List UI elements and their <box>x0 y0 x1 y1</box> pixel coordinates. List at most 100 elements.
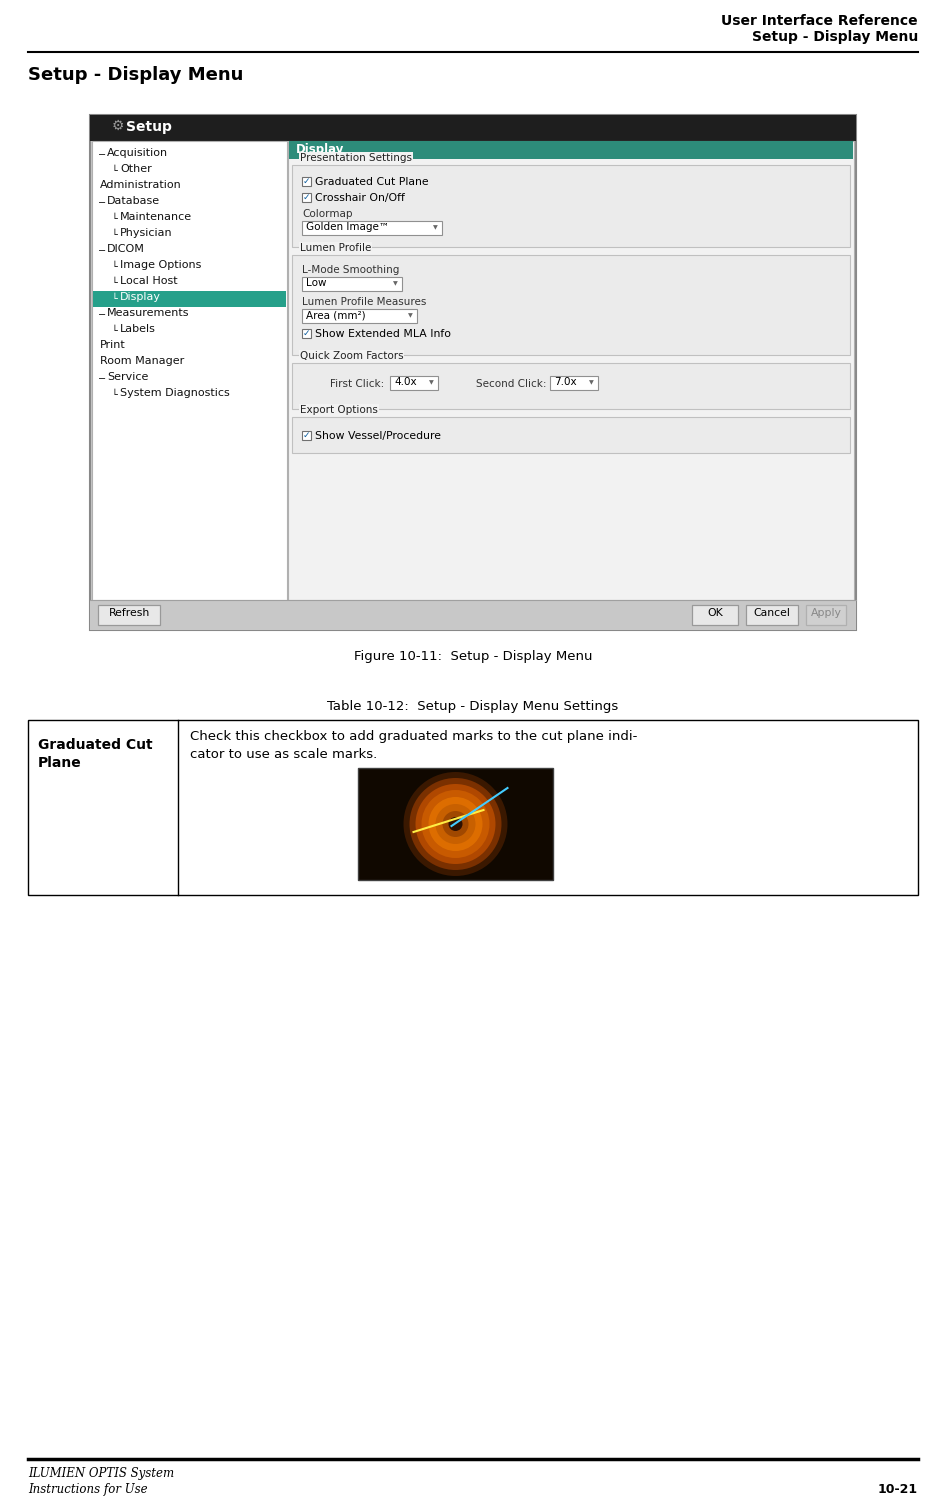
Text: └: └ <box>111 278 117 288</box>
Text: OK: OK <box>707 608 723 619</box>
Text: Acquisition: Acquisition <box>107 148 168 158</box>
Text: ILUMIEN OPTIS System: ILUMIEN OPTIS System <box>28 1467 174 1480</box>
Circle shape <box>410 779 501 871</box>
Text: Database: Database <box>107 196 160 207</box>
Text: Cancel: Cancel <box>754 608 791 619</box>
Text: ▼: ▼ <box>393 282 397 287</box>
Bar <box>90 115 856 629</box>
Bar <box>746 605 798 625</box>
Text: Setup: Setup <box>126 121 172 134</box>
Text: User Interface Reference: User Interface Reference <box>722 14 918 29</box>
Text: DICOM: DICOM <box>107 244 145 254</box>
Bar <box>302 309 417 323</box>
Text: Area (mm²): Area (mm²) <box>306 309 365 320</box>
Bar <box>28 720 918 895</box>
Text: Show Vessel/Procedure: Show Vessel/Procedure <box>315 432 441 441</box>
Text: ▼: ▼ <box>408 314 412 318</box>
Text: −: − <box>98 149 106 160</box>
Text: ⚙: ⚙ <box>112 119 125 133</box>
Text: Colormap: Colormap <box>302 210 353 219</box>
Bar <box>292 255 850 355</box>
Text: Plane: Plane <box>38 756 81 770</box>
Text: └: └ <box>111 214 117 223</box>
Circle shape <box>443 810 468 837</box>
Text: −: − <box>98 309 106 320</box>
Text: Display: Display <box>120 293 161 302</box>
Text: Graduated Cut: Graduated Cut <box>38 738 152 751</box>
Text: 10-21: 10-21 <box>878 1483 918 1495</box>
Text: ✓: ✓ <box>303 193 310 202</box>
Text: Service: Service <box>107 373 149 382</box>
Bar <box>292 364 850 409</box>
Text: Display: Display <box>296 143 344 155</box>
Circle shape <box>429 797 482 851</box>
Text: −: − <box>98 198 106 208</box>
Text: Presentation Settings: Presentation Settings <box>300 152 412 163</box>
Text: Other: Other <box>120 164 151 174</box>
Bar <box>92 140 287 601</box>
Text: Local Host: Local Host <box>120 276 178 287</box>
Text: Print: Print <box>100 340 126 350</box>
Bar <box>302 177 311 186</box>
Bar <box>98 605 160 625</box>
Circle shape <box>404 773 507 877</box>
Text: Show Extended MLA Info: Show Extended MLA Info <box>315 329 451 340</box>
Bar <box>289 140 853 158</box>
Text: 7.0x: 7.0x <box>554 377 577 386</box>
Circle shape <box>435 804 476 844</box>
Text: Graduated Cut Plane: Graduated Cut Plane <box>315 177 429 187</box>
Text: System Diagnostics: System Diagnostics <box>120 388 230 398</box>
Circle shape <box>448 816 463 831</box>
Bar <box>292 416 850 453</box>
Bar <box>390 376 438 389</box>
Text: Check this checkbox to add graduated marks to the cut plane indi-: Check this checkbox to add graduated mar… <box>190 730 638 742</box>
Bar <box>302 329 311 338</box>
Text: −: − <box>98 374 106 383</box>
Bar <box>93 291 286 306</box>
Text: Golden Image™: Golden Image™ <box>306 222 389 232</box>
Text: └: └ <box>111 229 117 240</box>
Text: Maintenance: Maintenance <box>120 211 192 222</box>
Text: ✓: ✓ <box>303 177 310 186</box>
Text: Lumen Profile: Lumen Profile <box>300 243 372 254</box>
Text: Apply: Apply <box>811 608 841 619</box>
Bar <box>302 220 442 235</box>
Text: Quick Zoom Factors: Quick Zoom Factors <box>300 352 404 361</box>
Text: Image Options: Image Options <box>120 260 201 270</box>
Text: Setup - Display Menu: Setup - Display Menu <box>28 66 243 85</box>
Text: Table 10-12:  Setup - Display Menu Settings: Table 10-12: Setup - Display Menu Settin… <box>327 700 619 712</box>
Bar <box>90 115 856 140</box>
Text: ✓: ✓ <box>303 432 310 441</box>
Circle shape <box>422 791 489 859</box>
Text: Low: Low <box>306 278 326 288</box>
Text: Crosshair On/Off: Crosshair On/Off <box>315 193 405 204</box>
Text: ▼: ▼ <box>432 225 437 231</box>
Bar <box>288 140 854 601</box>
Text: ✓: ✓ <box>303 329 310 338</box>
Text: Setup - Display Menu: Setup - Display Menu <box>752 30 918 44</box>
Text: Administration: Administration <box>100 180 182 190</box>
Text: Export Options: Export Options <box>300 404 377 415</box>
Text: └: └ <box>111 389 117 400</box>
Circle shape <box>415 785 496 865</box>
Text: First Click:: First Click: <box>330 379 384 389</box>
Text: cator to use as scale marks.: cator to use as scale marks. <box>190 748 377 761</box>
Bar <box>90 601 856 629</box>
Bar <box>302 432 311 441</box>
Text: Labels: Labels <box>120 324 156 333</box>
Text: └: └ <box>111 263 117 272</box>
Text: Figure 10-11:  Setup - Display Menu: Figure 10-11: Setup - Display Menu <box>354 650 592 662</box>
Text: 4.0x: 4.0x <box>394 377 416 386</box>
Bar <box>358 768 553 880</box>
Bar <box>302 278 402 291</box>
Text: Second Click:: Second Click: <box>476 379 547 389</box>
Text: Lumen Profile Measures: Lumen Profile Measures <box>302 297 427 306</box>
Text: −: − <box>98 246 106 257</box>
Text: L-Mode Smoothing: L-Mode Smoothing <box>302 266 399 275</box>
Text: └: └ <box>111 326 117 337</box>
Bar <box>302 193 311 202</box>
Text: └: └ <box>111 166 117 177</box>
Bar <box>292 164 850 247</box>
Text: Refresh: Refresh <box>109 608 149 619</box>
Bar <box>806 605 846 625</box>
